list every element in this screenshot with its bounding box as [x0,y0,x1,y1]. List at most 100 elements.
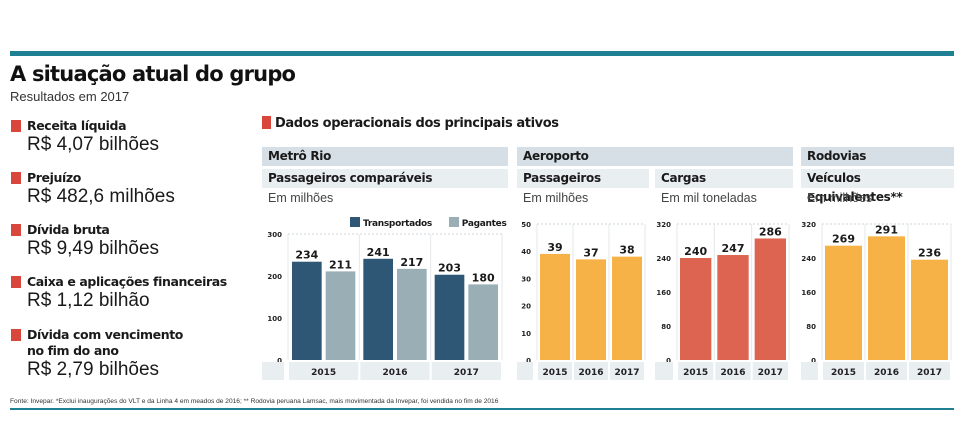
group-header-aeroporto: Aeroporto [517,147,793,166]
chart-aero-passageiros: 0 10 20 30 40 50 2015 39 2016 37 2017 38 [517,221,646,380]
footnote: Fonte: Invepar. *Exclui inaugurações do … [10,398,499,405]
bar-transportados [292,261,322,360]
x-tick-label: 2015 [683,368,708,378]
bottom-rule [10,408,954,410]
chart-metro: 0 100 200 300 2015 234 211 2016 241 217 2017 203 180 [262,231,503,380]
y-tick-label: 50 [521,221,531,229]
data-label: 234 [295,249,318,262]
y-tick-label: 320 [656,221,671,229]
x-tick-label: 2016 [578,368,603,378]
bar-pagantes [397,268,427,360]
bullet-square-icon [11,120,21,132]
x-axis-band [678,362,714,380]
legend-label: Pagantes [461,219,507,229]
data-label: 37 [583,246,598,259]
legend-label: Transportados [363,219,432,229]
kpi-divida-vencimento: Dívida com vencimento no fim do ano R$ 2… [10,327,183,381]
page-subtitle: Resultados em 2017 [10,89,130,104]
x-axis-band [752,362,788,380]
x-axis-band-left [262,362,284,380]
group-header-metro: Metrô Rio [262,147,508,166]
x-tick-label: 2017 [758,368,783,378]
legend-item-transportados: Transportados [350,217,432,229]
bar-veículos-equivalentes [868,236,905,360]
chart-title-rodovias: Veículos equivalentes** [801,169,954,204]
bar-transportados [363,258,393,360]
x-tick-label: 2016 [874,368,899,378]
group-header-rodovias: Rodovias [801,147,954,166]
data-label: 203 [438,262,461,275]
kpi-receita: Receita líquida R$ 4,07 bilhões [10,118,159,156]
x-axis-band [360,362,430,380]
y-tick-label: 0 [811,357,816,365]
kpi-value: R$ 9,49 bilhões [27,238,160,259]
x-axis-band-left [517,362,533,380]
data-label: 241 [367,246,390,259]
bar-pagantes [325,271,356,360]
x-tick-label: 2017 [454,368,479,378]
x-axis-band-left [655,362,673,380]
kpi-label-line-2: no fim do ano [27,343,119,358]
kpi-divida-bruta: Dívida bruta R$ 9,49 bilhões [10,222,159,260]
x-axis-band [715,362,751,380]
x-tick-label: 2016 [382,368,407,378]
y-tick-label: 20 [521,303,531,311]
bullet-square-icon [262,116,271,129]
legend-swatch [448,217,459,227]
section-title: Dados operacionais dos principais ativos [262,116,559,131]
bullet-square-icon [11,172,21,184]
x-axis-band [909,362,950,380]
kpi-value: R$ 1,12 bilhão [27,290,150,311]
bullet-square-icon [11,329,21,341]
bar-cargas [754,238,786,360]
x-axis-band-left [801,362,818,380]
y-tick-label: 100 [267,315,282,323]
data-label: 180 [472,271,495,284]
y-tick-label: 160 [656,289,671,297]
data-label: 39 [547,241,562,254]
legend-swatch [350,217,360,227]
x-axis-band [574,362,608,380]
x-tick-label: 2016 [720,368,745,378]
data-label: 236 [918,247,941,260]
legend-metro: Transportados Pagantes [350,217,507,229]
top-rule [10,51,954,56]
bar-veículos-equivalentes [825,245,862,360]
bullet-square-icon [11,276,21,288]
chart-unit-metro: Em milhões [268,191,334,205]
kpi-label-line-1: Dívida com vencimento [27,327,183,342]
y-tick-label: 80 [806,323,816,331]
x-tick-label: 2015 [311,368,336,378]
data-label: 240 [684,245,707,258]
y-tick-label: 10 [521,330,531,338]
bar-cargas [717,255,749,360]
chart-rodovias: 0 80 160 240 320 2015 269 2016 291 2017 236 [801,221,952,380]
x-axis-band [610,362,644,380]
y-tick-label: 0 [526,357,531,365]
y-tick-label: 30 [521,275,531,283]
bar-passageiros [612,256,642,360]
x-tick-label: 2017 [917,368,942,378]
bar-transportados [434,274,465,360]
y-tick-label: 240 [656,255,671,263]
kpi-value: R$ 4,07 bilhões [27,134,160,155]
chart-title-aero-cargas: Cargas [655,169,793,188]
data-label: 38 [619,244,634,257]
x-axis-band [431,362,501,380]
kpi-label: Dívida bruta [27,222,110,237]
bar-passageiros [540,253,570,360]
y-tick-label: 300 [267,231,282,239]
y-tick-label: 240 [801,255,816,263]
x-tick-label: 2017 [614,368,639,378]
section-title-text: Dados operacionais dos principais ativos [275,116,559,131]
y-tick-label: 320 [801,221,816,229]
kpi-label: Prejuízo [27,170,81,185]
kpi-label: Receita líquida [27,118,127,133]
kpi-label: Caixa e aplicações financeiras [27,274,227,289]
legend-item-pagantes: Pagantes [448,217,507,229]
data-label: 291 [875,223,898,236]
data-label: 211 [329,258,352,271]
page-title: A situação atual do grupo [10,62,296,86]
y-tick-label: 0 [666,357,671,365]
bar-cargas [680,258,712,360]
